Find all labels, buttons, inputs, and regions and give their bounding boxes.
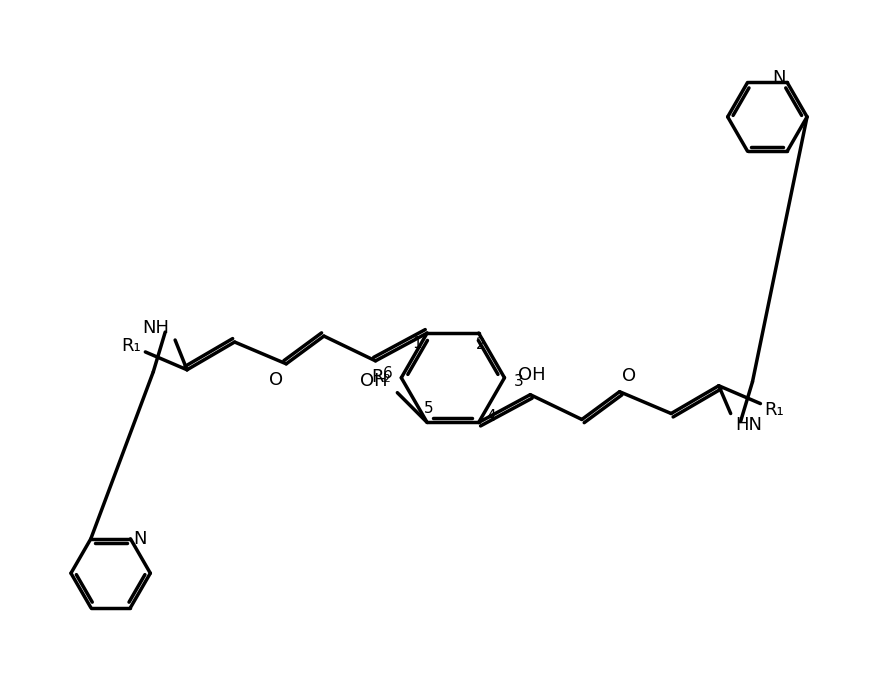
Text: O: O (269, 371, 283, 389)
Text: R₁: R₁ (764, 401, 783, 418)
Text: NH: NH (141, 319, 169, 337)
Text: 2: 2 (475, 337, 485, 353)
Text: O: O (622, 367, 636, 385)
Text: 1: 1 (412, 335, 421, 351)
Text: R₂: R₂ (371, 368, 391, 386)
Text: 4: 4 (486, 409, 495, 424)
Text: OH: OH (518, 366, 545, 384)
Text: R₁: R₁ (121, 337, 141, 355)
Text: N: N (133, 530, 147, 548)
Text: OH: OH (359, 372, 387, 390)
Text: N: N (772, 68, 785, 86)
Text: 5: 5 (424, 401, 434, 416)
Text: 6: 6 (382, 367, 392, 381)
Text: 3: 3 (513, 374, 522, 389)
Text: HN: HN (734, 416, 761, 434)
